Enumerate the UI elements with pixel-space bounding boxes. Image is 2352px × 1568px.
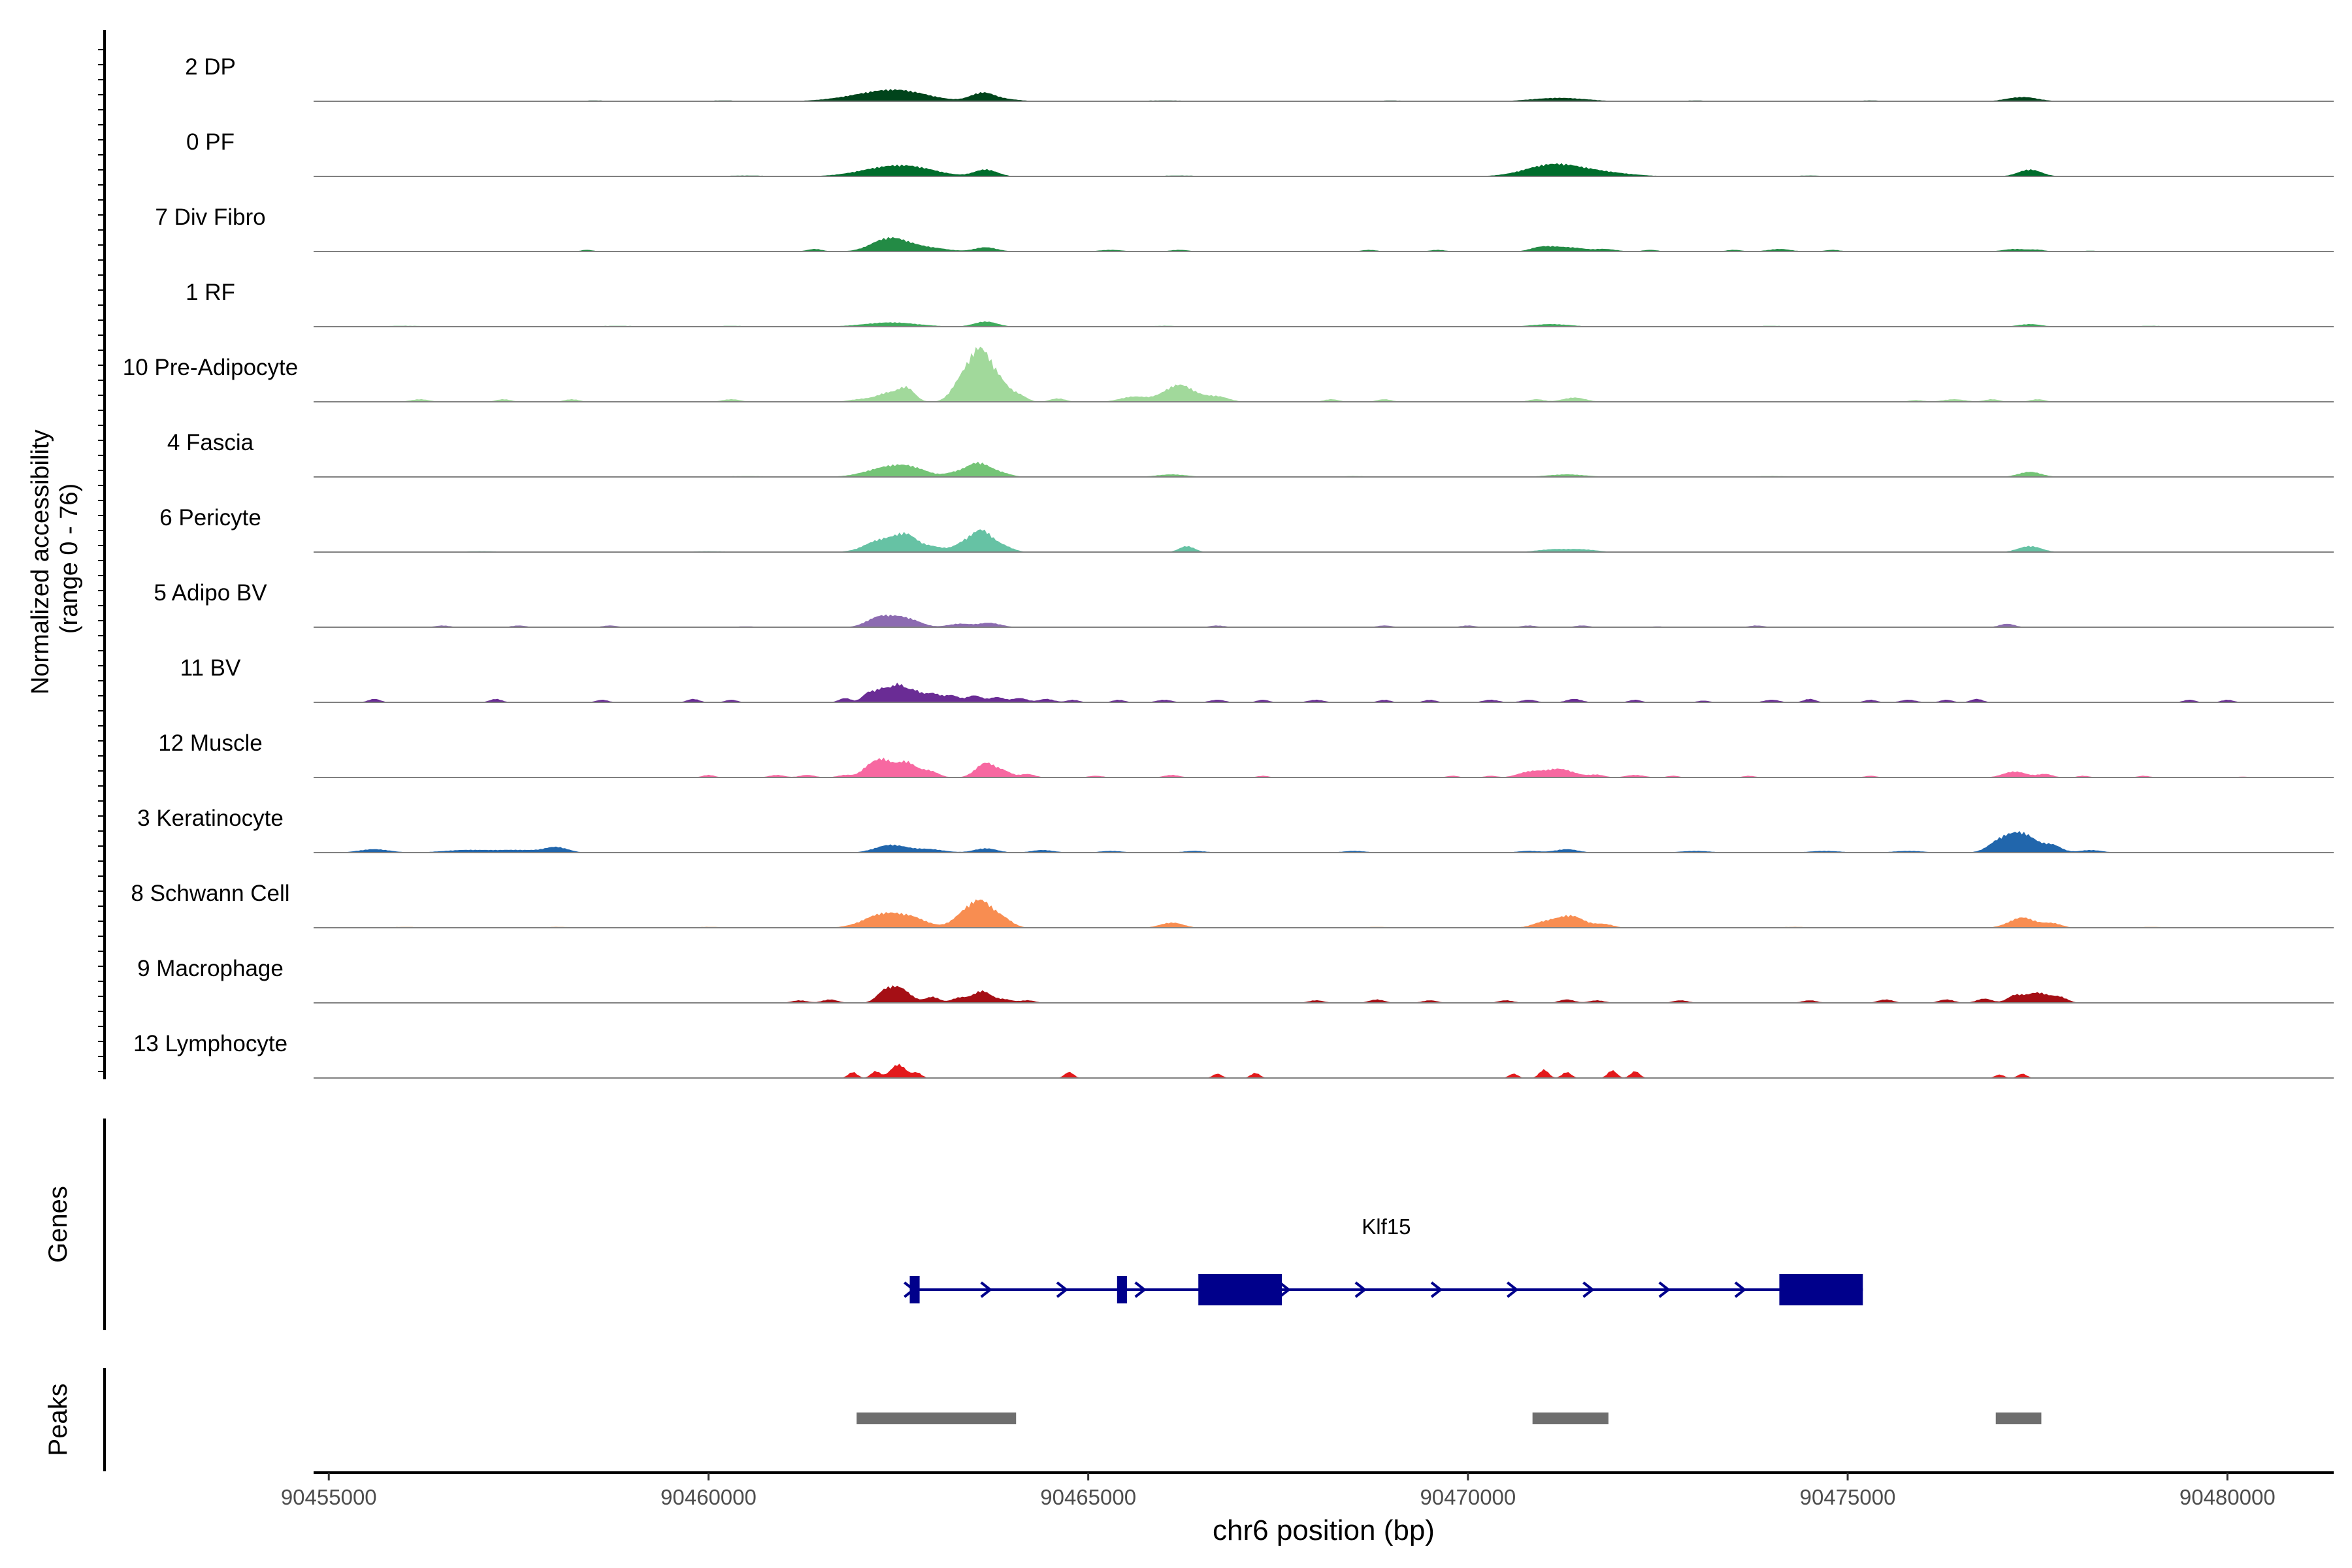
coverage-track: 3 Keratinocyte [137,806,2334,853]
track-label: 12 Muscle [158,730,263,756]
tracks-y-axis-title-line1: Normalized accessibility [27,430,54,694]
peak-region [1532,1413,1609,1424]
tracks-y-axis-title-line2: (range 0 - 76) [56,483,83,634]
coverage-track: 1 RF [186,280,2334,327]
coverage-area [314,163,2334,176]
track-label: 5 Adipo BV [154,580,267,606]
coverage-area [314,529,2334,552]
track-label: 3 Keratinocyte [137,806,284,831]
strand-arrow [1507,1281,1519,1298]
x-tick-label: 90460000 [661,1485,757,1509]
coverage-area [314,614,2334,627]
coverage-area [314,682,2334,702]
coverage-track: 5 Adipo BV [154,580,2334,628]
track-label: 10 Pre-Adipocyte [123,355,298,380]
gene-model: Klf15 [904,1215,1863,1305]
coverage-track: 2 DP [185,54,2334,102]
gene-exon [1198,1274,1282,1305]
x-tick-label: 90470000 [1420,1485,1516,1509]
strand-arrow [1734,1281,1747,1298]
track-label: 7 Div Fibro [155,204,265,230]
genes-panel: Genes Klf15 [44,1119,1863,1330]
gene-label: Klf15 [1362,1215,1411,1239]
x-axis-title: chr6 position (bp) [1213,1514,1435,1546]
x-tick-label: 90475000 [1800,1485,1896,1509]
coverage-area [314,830,2334,853]
coverage-area [314,461,2334,477]
peaks-axis-title: Peaks [44,1383,73,1456]
strand-arrow [1134,1281,1147,1298]
coverage-area [314,757,2334,777]
coverage-track: 8 Schwann Cell [131,881,2334,928]
peak-region [857,1413,1017,1424]
track-label: 6 Pericyte [159,505,261,531]
tracks-panel: Normalized accessibility (range 0 - 76) … [27,30,2334,1079]
coverage-track: 10 Pre-Adipocyte [123,346,2334,402]
coverage-track: 12 Muscle [158,730,2334,778]
coverage-track: 11 BV [180,655,2334,703]
x-tick-label: 90455000 [281,1485,377,1509]
coverage-area [314,346,2334,402]
gene-exon [1779,1274,1863,1305]
peaks-panel: Peaks [44,1368,2042,1471]
strand-arrow [980,1281,992,1298]
strand-arrow [1582,1281,1595,1298]
coverage-area [314,89,2334,101]
strand-arrow [1056,1281,1069,1298]
coverage-area [314,899,2334,928]
track-label: 13 Lymphocyte [133,1031,287,1056]
peak-regions [857,1413,2042,1424]
x-tick-label: 90480000 [2180,1485,2276,1509]
track-label: 2 DP [185,54,236,80]
genes-axis-title: Genes [44,1186,73,1263]
strand-arrow [1354,1281,1367,1298]
track-label: 4 Fascia [167,430,254,455]
coverage-area [314,237,2334,252]
track-label: 8 Schwann Cell [131,881,289,906]
peak-region [1995,1413,2042,1424]
strand-arrow [904,1281,916,1298]
coverage-area [314,985,2334,1003]
coverage-track: 13 Lymphocyte [133,1031,2334,1079]
x-axis-ticks: 90455000 90460000 90465000 90470000 90475000… [281,1473,2276,1509]
x-axis: 90455000 90460000 90465000 90470000 90475000… [281,1471,2334,1546]
track-label: 9 Macrophage [137,956,284,981]
tracks-y-axis-title: Normalized accessibility (range 0 - 76) [27,423,83,694]
track-label: 0 PF [186,129,235,155]
track-label: 11 BV [180,655,241,681]
x-tick-label: 90465000 [1040,1485,1136,1509]
strand-arrow [1279,1281,1291,1298]
gene-exon [1117,1276,1127,1303]
coverage-track: 0 PF [186,129,2334,177]
coverage-track: 9 Macrophage [137,956,2334,1004]
coverage-track: 6 Pericyte [159,505,2334,553]
tracks-y-axis [98,30,106,1079]
strand-arrow [1430,1281,1443,1298]
coverage-area [314,321,2334,327]
coverage-track: 4 Fascia [167,430,2334,478]
strand-arrow [1658,1281,1671,1298]
track-label: 1 RF [186,280,235,305]
coverage-tracks: 2 DP 0 PF 7 Div Fibro 1 RF 10 Pre-Adipocyte 4… [123,54,2334,1079]
coverage-area [314,1064,2334,1078]
coverage-track: 7 Div Fibro [155,204,2334,252]
